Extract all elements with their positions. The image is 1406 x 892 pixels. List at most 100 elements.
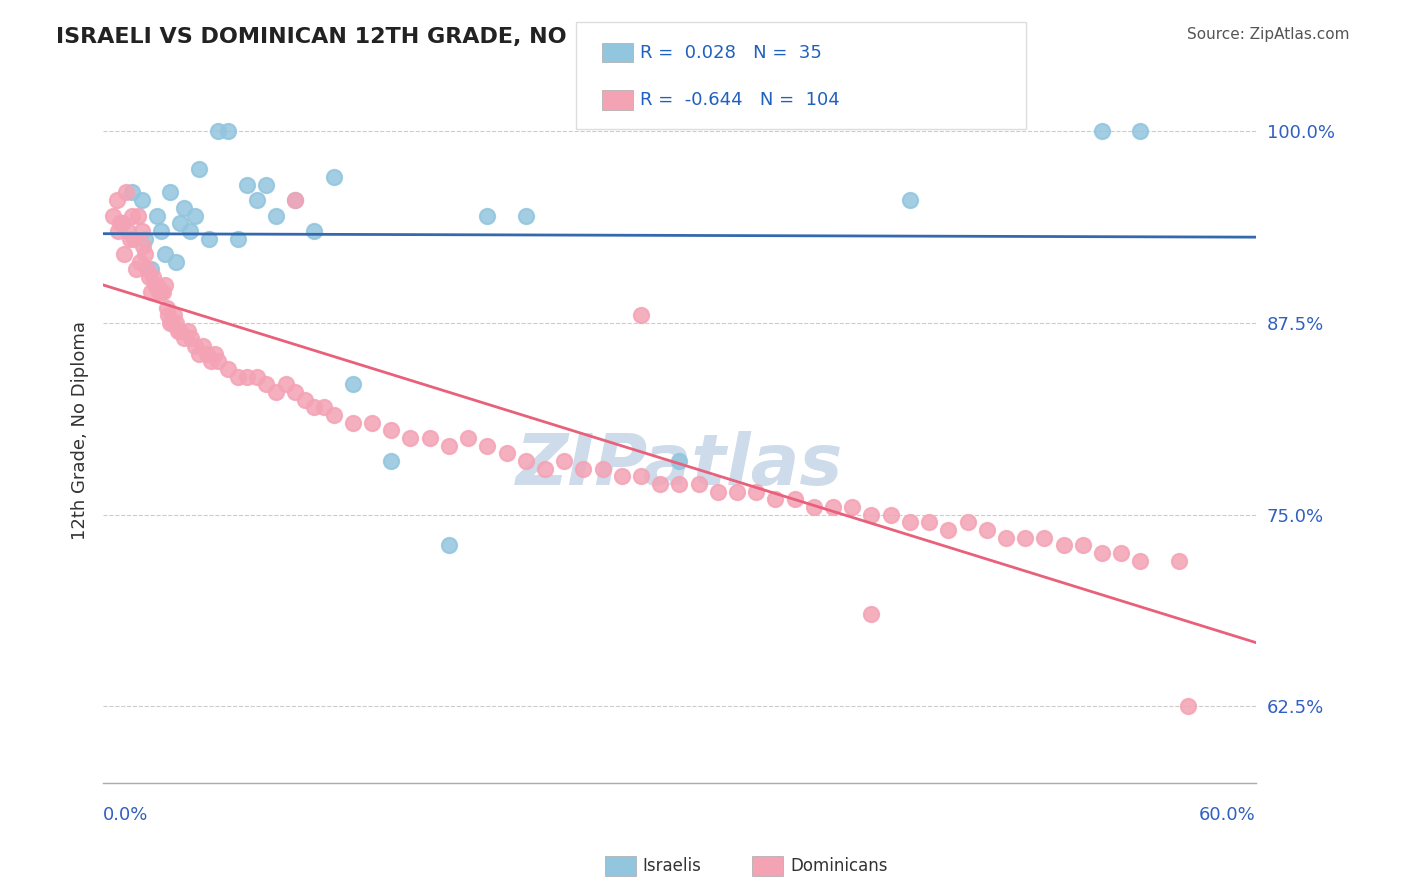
Point [141, 262, 163, 277]
Point [217, 124, 239, 138]
Point [936, 523, 959, 537]
Point [707, 484, 730, 499]
Point [380, 454, 402, 468]
Point [725, 484, 748, 499]
Text: 60.0%: 60.0% [1199, 806, 1256, 824]
Point [131, 193, 153, 207]
Point [125, 262, 148, 277]
Point [898, 516, 921, 530]
Point [322, 170, 344, 185]
Point [264, 384, 287, 399]
Point [304, 401, 326, 415]
Point [155, 301, 177, 315]
Point [142, 269, 165, 284]
Point [274, 377, 297, 392]
Point [105, 193, 128, 207]
Point [688, 477, 710, 491]
Point [1177, 699, 1199, 714]
Point [783, 492, 806, 507]
Point [860, 607, 883, 622]
Point [134, 247, 156, 261]
Point [159, 186, 181, 200]
Point [195, 346, 218, 360]
Point [419, 431, 441, 445]
Point [179, 224, 201, 238]
Point [226, 369, 249, 384]
Point [668, 454, 690, 468]
Point [1129, 124, 1152, 138]
Point [141, 285, 163, 300]
Point [1052, 538, 1074, 552]
Point [803, 500, 825, 514]
Point [110, 216, 132, 230]
Point [898, 193, 921, 207]
Text: Israelis: Israelis [643, 857, 702, 875]
Point [879, 508, 901, 522]
Point [188, 346, 211, 360]
Point [101, 209, 124, 223]
Point [1109, 546, 1132, 560]
Point [342, 416, 364, 430]
Point [207, 354, 229, 368]
Point [254, 178, 277, 192]
Point [121, 209, 143, 223]
Point [184, 339, 207, 353]
Point [457, 431, 479, 445]
Point [630, 308, 652, 322]
Point [994, 531, 1017, 545]
Point [322, 408, 344, 422]
Point [149, 285, 172, 300]
Point [169, 324, 191, 338]
Point [153, 277, 176, 292]
Point [197, 231, 219, 245]
Point [1129, 554, 1152, 568]
Point [111, 216, 134, 230]
Point [122, 231, 145, 245]
Y-axis label: 12th Grade, No Diploma: 12th Grade, No Diploma [72, 321, 89, 540]
Point [173, 201, 195, 215]
Point [1167, 554, 1189, 568]
Point [437, 538, 460, 552]
Point [167, 324, 190, 338]
Point [143, 277, 166, 292]
Point [860, 508, 883, 522]
Point [956, 516, 979, 530]
Point [1071, 538, 1094, 552]
Point [159, 316, 181, 330]
Point [134, 231, 156, 245]
Point [180, 331, 202, 345]
Point [1091, 546, 1114, 560]
Point [127, 209, 149, 223]
Point [152, 285, 174, 300]
Point [226, 231, 249, 245]
Point [304, 224, 326, 238]
Point [284, 193, 307, 207]
Point [477, 209, 499, 223]
Point [111, 216, 134, 230]
Point [173, 331, 195, 345]
Point [132, 239, 155, 253]
Point [630, 469, 652, 483]
Point [162, 316, 184, 330]
Point [572, 461, 595, 475]
Point [146, 277, 169, 292]
Point [294, 392, 316, 407]
Point [515, 209, 537, 223]
Point [361, 416, 384, 430]
Point [823, 500, 845, 514]
Text: ZIPatlas: ZIPatlas [516, 431, 844, 500]
Point [592, 461, 614, 475]
Point [553, 454, 575, 468]
Text: 0.0%: 0.0% [103, 806, 149, 824]
Point [399, 431, 422, 445]
Point [131, 224, 153, 238]
Point [1014, 531, 1036, 545]
Point [745, 484, 768, 499]
Point [284, 193, 307, 207]
Point [115, 186, 138, 200]
Point [165, 316, 187, 330]
Point [534, 461, 557, 475]
Point [107, 224, 129, 238]
Point [254, 377, 277, 392]
Point [204, 346, 226, 360]
